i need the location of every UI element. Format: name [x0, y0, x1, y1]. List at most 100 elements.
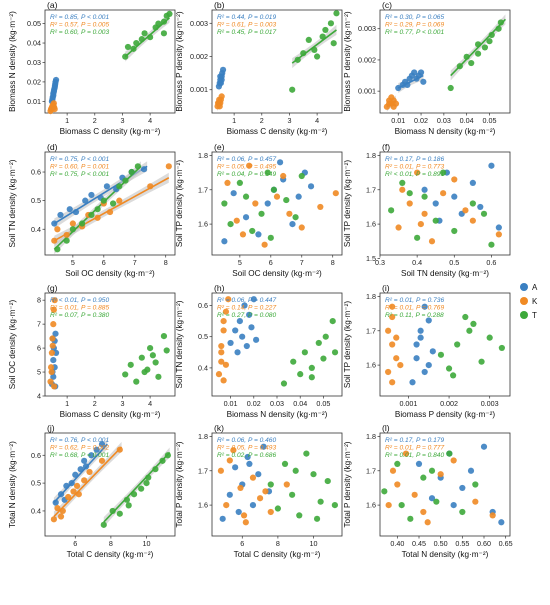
- data-point-A: [420, 78, 427, 85]
- data-point-K: [69, 220, 76, 227]
- stat-line-K: R² = 0.62, P = 0.002: [50, 445, 109, 452]
- data-point-K: [223, 502, 230, 509]
- data-point-K: [225, 296, 232, 303]
- data-point-K: [420, 508, 427, 516]
- x-axis-label: Total C density (kg·m⁻²): [234, 550, 321, 559]
- data-point-A: [307, 183, 315, 190]
- data-point-T: [305, 36, 312, 44]
- data-point-T: [406, 190, 413, 197]
- data-point-T: [124, 43, 132, 51]
- y-axis-label: Soil OC density (kg·m⁻²): [8, 300, 17, 390]
- data-point-T: [301, 349, 308, 356]
- stat-line-K: R² = 0.60, P = 0.001: [50, 164, 109, 171]
- data-point-T: [313, 515, 321, 522]
- panel-label: (d): [47, 142, 58, 152]
- data-point-A: [103, 183, 111, 190]
- y-tick-label: 0.4: [198, 363, 208, 372]
- x-tick-label: 10: [310, 539, 318, 548]
- data-point-K: [393, 334, 400, 341]
- x-tick-label: 2: [260, 116, 264, 125]
- data-point-A: [459, 484, 466, 492]
- data-point-A: [244, 453, 251, 461]
- data-point-K: [51, 106, 58, 113]
- data-point-A: [57, 491, 65, 498]
- panel-j: 6 8 10 0.4 0.5 0.6 Total C density (kg·m⁻²) Tot…: [8, 423, 176, 559]
- data-point-A: [249, 502, 257, 509]
- y-tick-label: 0.02: [27, 77, 41, 86]
- x-tick-label: 6: [240, 539, 244, 548]
- data-point-T: [138, 36, 145, 43]
- x-tick-label: 0.45: [412, 539, 426, 548]
- data-point-T: [267, 481, 274, 488]
- stat-line-T: R² = 0.77, P < 0.001: [385, 29, 444, 36]
- y-axis-label: Soil TP density (kg·m⁻²): [343, 301, 352, 389]
- legend-marker-T: [520, 311, 528, 319]
- data-point-K: [59, 507, 66, 515]
- x-tick-label: 0.01: [391, 116, 405, 125]
- data-point-A: [413, 355, 420, 362]
- data-point-T: [155, 373, 162, 380]
- x-tick-label: 1: [65, 399, 69, 408]
- panel-h: 0.01 0.02 0.03 0.04 0.05 0.4 0.5 0.6 Biomass N d…: [175, 283, 343, 419]
- x-tick-label: 0.65: [499, 539, 513, 548]
- x-axis-label: Biomass N density (kg·m⁻²): [227, 410, 328, 419]
- data-point-K: [50, 306, 57, 313]
- x-tick-label: 3: [120, 116, 124, 125]
- y-tick-label: 8: [37, 296, 41, 305]
- data-point-T: [258, 210, 265, 217]
- x-tick-label: 0.003: [481, 399, 499, 408]
- data-point-T: [450, 372, 457, 379]
- data-point-K: [437, 471, 444, 478]
- data-point-T: [133, 378, 140, 385]
- data-point-K: [86, 468, 93, 476]
- data-point-T: [468, 59, 475, 67]
- data-point-T: [399, 179, 406, 186]
- y-tick-label: 1.6: [198, 220, 208, 229]
- data-point-T: [283, 196, 290, 204]
- data-point-T: [289, 491, 296, 498]
- data-point-K: [397, 362, 404, 369]
- data-point-T: [147, 34, 154, 41]
- y-tick-label: 0.4: [31, 225, 41, 234]
- data-point-T: [310, 471, 317, 478]
- data-point-T: [290, 358, 297, 365]
- y-tick-label: 0.001: [358, 87, 376, 96]
- x-tick-label: 4: [148, 116, 152, 125]
- legend-marker-A: [520, 283, 528, 291]
- data-point-A: [234, 349, 241, 356]
- stat-line-A: R² = 0.17, P = 0.186: [385, 156, 444, 163]
- data-point-K: [54, 505, 61, 512]
- y-tick-label: 1.7: [366, 185, 376, 194]
- y-tick-label: 1.6: [366, 361, 376, 370]
- data-point-K: [233, 217, 240, 224]
- data-point-K: [230, 447, 237, 454]
- y-tick-label: 4: [37, 392, 41, 401]
- data-point-T: [388, 207, 395, 214]
- x-tick-label: 6: [102, 258, 106, 267]
- data-point-T: [152, 466, 159, 473]
- data-point-A: [140, 166, 148, 173]
- data-point-T: [300, 50, 307, 57]
- data-point-T: [497, 19, 504, 26]
- data-point-K: [252, 200, 259, 207]
- data-point-T: [481, 44, 489, 51]
- data-point-K: [424, 519, 431, 526]
- data-point-T: [433, 498, 440, 505]
- data-point-K: [51, 297, 58, 304]
- data-point-K: [220, 317, 227, 325]
- data-point-A: [421, 368, 428, 376]
- data-point-A: [421, 186, 428, 193]
- x-axis-label: Soil OC density (kg·m⁻²): [65, 269, 155, 278]
- panel-label: (k): [214, 423, 224, 433]
- data-point-A: [232, 464, 239, 471]
- data-point-T: [296, 512, 303, 519]
- x-axis-label: Soil TN density (kg·m⁻²): [401, 269, 489, 278]
- data-point-K: [226, 457, 233, 464]
- data-point-T: [329, 317, 336, 325]
- data-point-T: [166, 10, 173, 17]
- x-tick-label: 8: [109, 539, 113, 548]
- stat-line-K: R² = 0.01, P = 0.777: [385, 445, 444, 452]
- data-point-T: [155, 20, 162, 27]
- panel-label: (h): [214, 283, 225, 293]
- data-point-K: [242, 519, 249, 526]
